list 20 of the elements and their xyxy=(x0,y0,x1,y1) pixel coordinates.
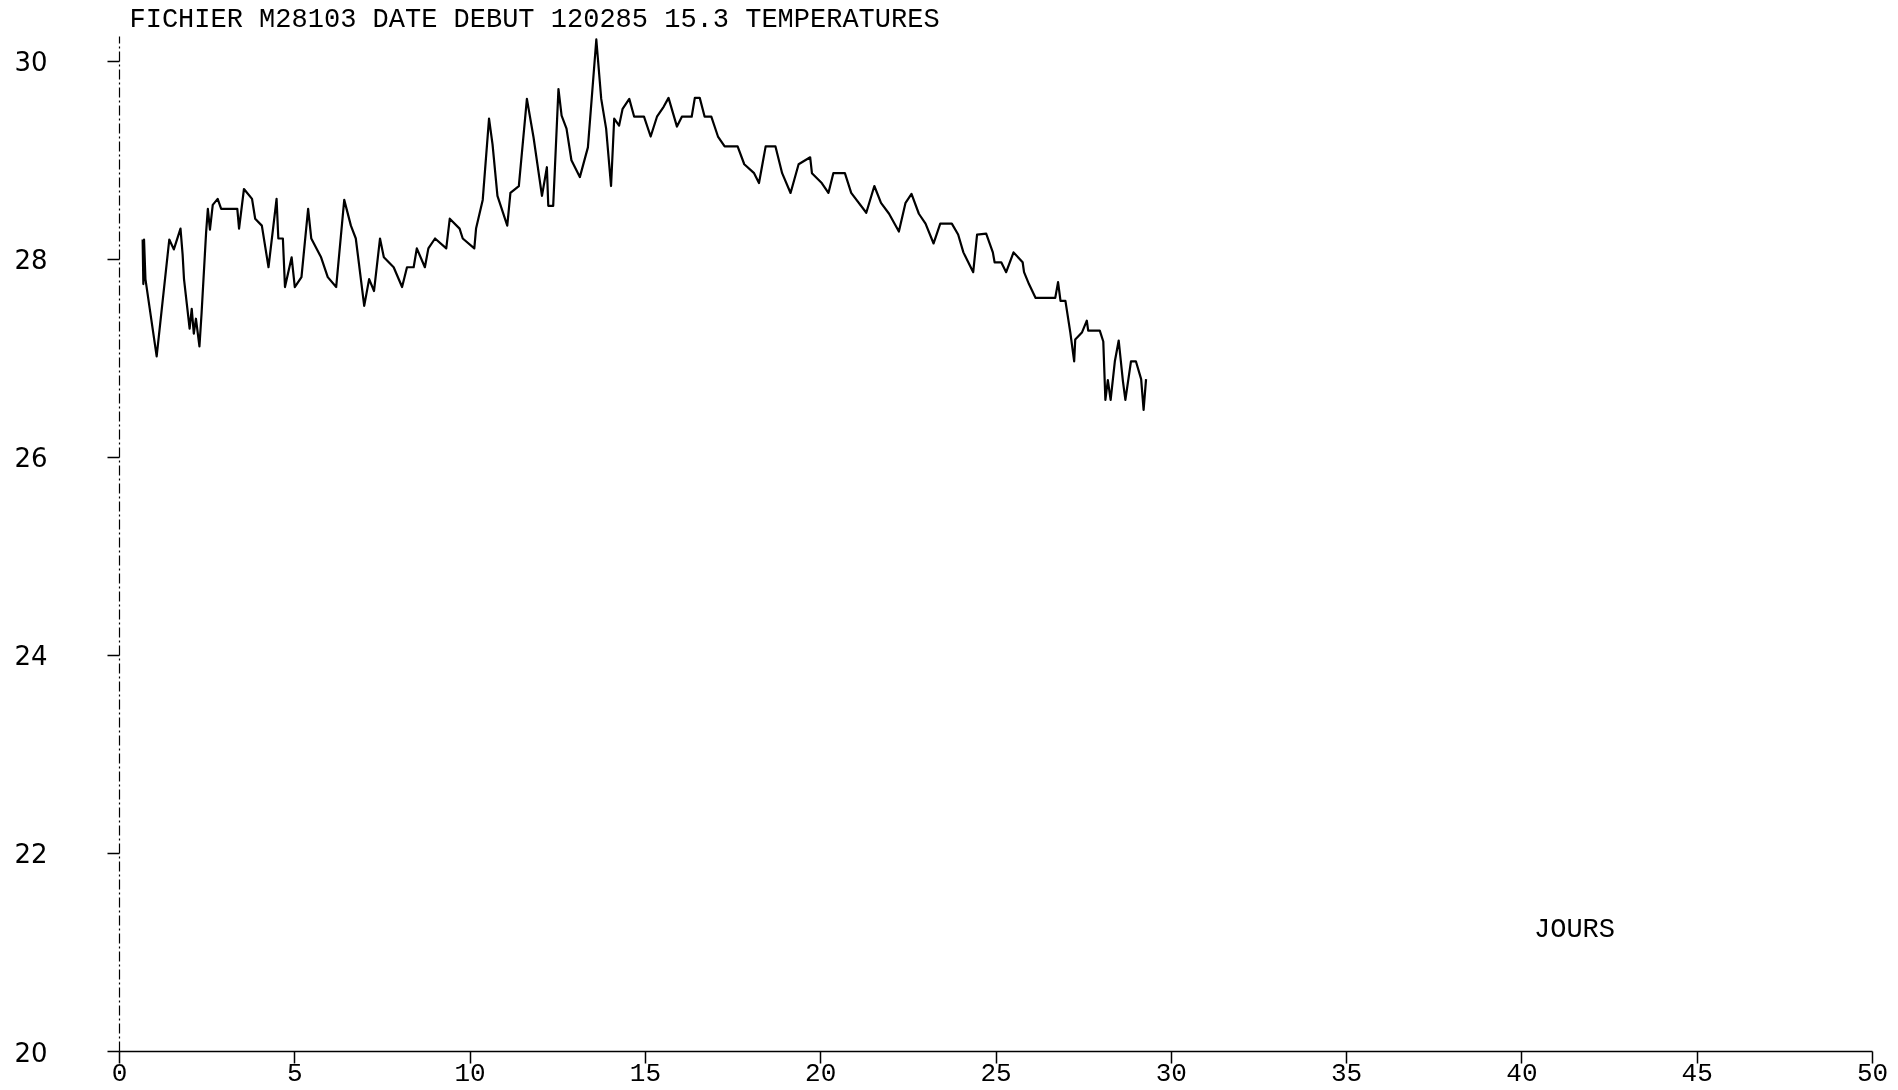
y-tick-label: 30 xyxy=(14,47,48,78)
chart-title: FICHIER M28103 DATE DEBUT 120285 15.3 TEMPERATURES xyxy=(129,4,940,35)
y-tick-label: 28 xyxy=(14,245,48,276)
x-tick-label: 50 xyxy=(1856,1058,1889,1089)
x-tick-label: 25 xyxy=(980,1058,1012,1089)
line-series xyxy=(141,38,1148,411)
x-tick-label: 15 xyxy=(629,1058,662,1089)
x-axis-title: JOURS xyxy=(1533,914,1615,945)
x-tick-label: 5 xyxy=(287,1058,303,1089)
x-tick-label: 30 xyxy=(1155,1058,1187,1089)
y-tick-label: 20 xyxy=(14,1037,48,1068)
y-tick-label: 26 xyxy=(14,443,48,474)
y-tick-label: 22 xyxy=(14,839,48,870)
x-tick-label: 35 xyxy=(1331,1058,1363,1089)
y-tick-label: 24 xyxy=(14,641,48,672)
x-tick-label: 0 xyxy=(111,1058,128,1089)
x-tick-label: 45 xyxy=(1681,1058,1713,1089)
x-tick-label: 10 xyxy=(454,1058,486,1089)
x-tick-label: 20 xyxy=(805,1058,837,1089)
x-tick-label: 40 xyxy=(1506,1058,1538,1089)
